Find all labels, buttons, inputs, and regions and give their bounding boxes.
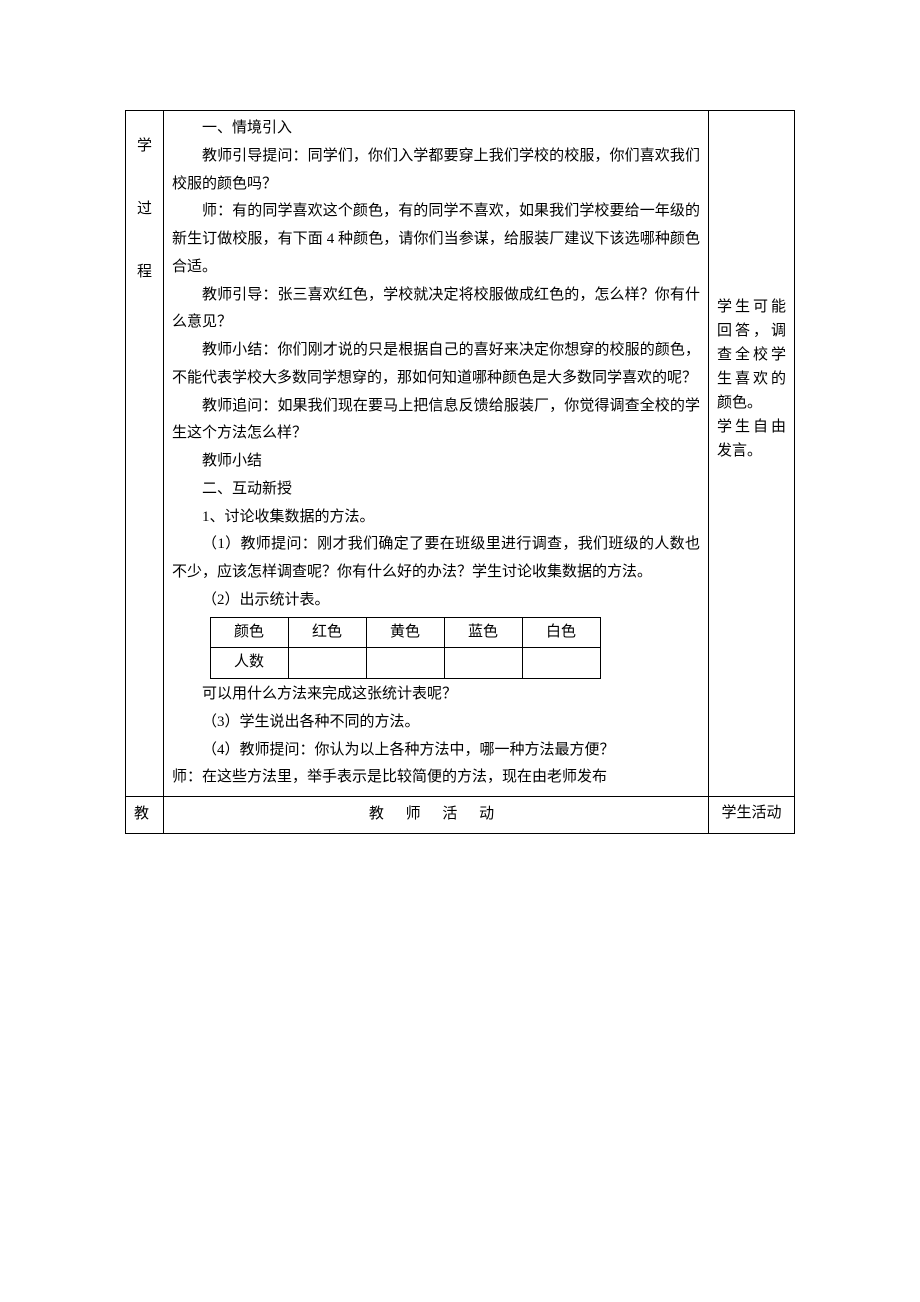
lesson-plan-table: 学 过 程 一、情境引入 教师引导提问：同学们，你们入学都要穿上我们学校的校服，…	[125, 110, 795, 834]
left-char-2: 过	[134, 178, 155, 241]
para-9: （2）出示统计表。	[172, 587, 700, 615]
left-char-1: 学	[134, 115, 155, 178]
para-10: 可以用什么方法来完成这张统计表呢？	[172, 681, 700, 709]
para-8: （1）教师提问：刚才我们确定了要在班级里进行调查，我们班级的人数也不少，应该怎样…	[172, 531, 700, 587]
para-6: 教师小结	[172, 448, 700, 476]
student-notes: 学生可能回答，调查全校学生喜欢的颜色。 学生自由发言。	[717, 295, 786, 463]
th-yellow: 黄色	[366, 617, 444, 648]
td-blue-count	[444, 648, 522, 679]
para-4: 教师小结：你们刚才说的只是根据自己的喜好来决定你想穿的校服的颜色，不能代表学校大…	[172, 337, 700, 393]
left-label-cell: 学 过 程	[126, 111, 164, 797]
para-13: 师：在这些方法里，举手表示是比较简便的方法，现在由老师发布	[172, 764, 700, 792]
td-red-count	[288, 648, 366, 679]
th-red: 红色	[288, 617, 366, 648]
teacher-activity-header: 教 师 活 动	[164, 797, 709, 834]
th-blue: 蓝色	[444, 617, 522, 648]
para-5: 教师追问：如果我们现在要马上把信息反馈给服装厂，你觉得调查全校的学生这个方法怎么…	[172, 393, 700, 449]
td-white-count	[522, 648, 600, 679]
para-7: 1、讨论收集数据的方法。	[172, 504, 700, 532]
left-bottom-label: 教	[126, 797, 164, 834]
para-2: 师：有的同学喜欢这个颜色，有的同学不喜欢，如果我们学校要给一年级的新生订做校服，…	[172, 198, 700, 281]
section1-title: 一、情境引入	[172, 115, 700, 143]
teacher-activity-cell: 一、情境引入 教师引导提问：同学们，你们入学都要穿上我们学校的校服，你们喜欢我们…	[164, 111, 709, 797]
section2-title: 二、互动新授	[172, 476, 700, 504]
para-3: 教师引导：张三喜欢红色，学校就决定将校服做成红色的，怎么样？你有什么意见？	[172, 282, 700, 338]
left-char-3: 程	[134, 241, 155, 304]
para-11: （3）学生说出各种不同的方法。	[172, 709, 700, 737]
para-12: （4）教师提问：你认为以上各种方法中，哪一种方法最方便？	[172, 737, 700, 765]
student-activity-cell: 学生可能回答，调查全校学生喜欢的颜色。 学生自由发言。	[709, 111, 795, 797]
td-count-label: 人数	[210, 648, 288, 679]
student-activity-header: 学生活动	[709, 797, 795, 834]
th-color: 颜色	[210, 617, 288, 648]
statistics-table: 颜色 红色 黄色 蓝色 白色 人数	[210, 617, 601, 680]
para-1: 教师引导提问：同学们，你们入学都要穿上我们学校的校服，你们喜欢我们校服的颜色吗？	[172, 143, 700, 199]
td-yellow-count	[366, 648, 444, 679]
th-white: 白色	[522, 617, 600, 648]
